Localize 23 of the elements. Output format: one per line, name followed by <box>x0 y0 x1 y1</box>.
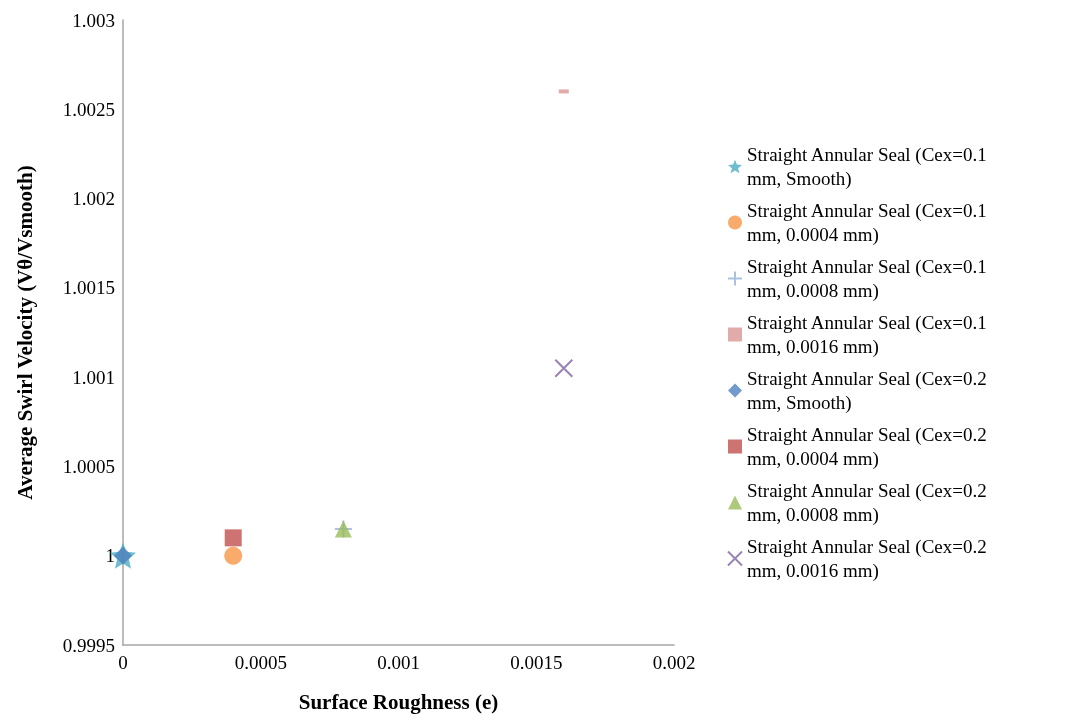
legend-label: Straight Annular Seal (Cex=0.2 mm, 0.0016 mm) <box>747 536 992 582</box>
y-tick-label: 1 <box>105 545 115 567</box>
legend-label: Straight Annular Seal (Cex=0.1 mm, 0.0008 mm) <box>747 256 992 302</box>
y-tick-label: 1.0015 <box>62 277 115 299</box>
legend-label: Straight Annular Seal (Cex=0.1 mm, 0.0016 mm) <box>747 312 992 358</box>
y-tick-label: 1.0005 <box>62 455 115 477</box>
x-tick-label: 0.0015 <box>510 652 563 673</box>
legend-label: Straight Annular Seal (Cex=0.2 mm, Smooth) <box>747 368 992 414</box>
x-tick-label: 0.002 <box>652 652 696 673</box>
y-tick-label: 1.003 <box>72 9 115 31</box>
legend-label: Straight Annular Seal (Cex=0.2 mm, 0.0004 mm) <box>747 424 992 470</box>
x-tick-label: 0.0005 <box>234 652 287 673</box>
legend-label: Straight Annular Seal (Cex=0.1 mm, Smooth) <box>747 144 992 190</box>
legend-label: Straight Annular Seal (Cex=0.2 mm, 0.0008 mm) <box>747 480 992 526</box>
y-axis-title: Average Swirl Velocity (Vθ/Vsmooth) <box>12 165 37 500</box>
y-tick-label: 1.001 <box>72 366 115 388</box>
x-tick-label: 0 <box>118 652 128 673</box>
x-axis-title: Surface Roughness (e) <box>298 689 499 714</box>
y-tick-label: 1.002 <box>72 188 115 210</box>
x-tick-label: 0.001 <box>377 652 420 673</box>
legend-label: Straight Annular Seal (Cex=0.1 mm, 0.0004 mm) <box>747 200 992 246</box>
y-tick-label: 0.9995 <box>62 634 115 656</box>
y-tick-label: 1.0025 <box>62 98 115 120</box>
